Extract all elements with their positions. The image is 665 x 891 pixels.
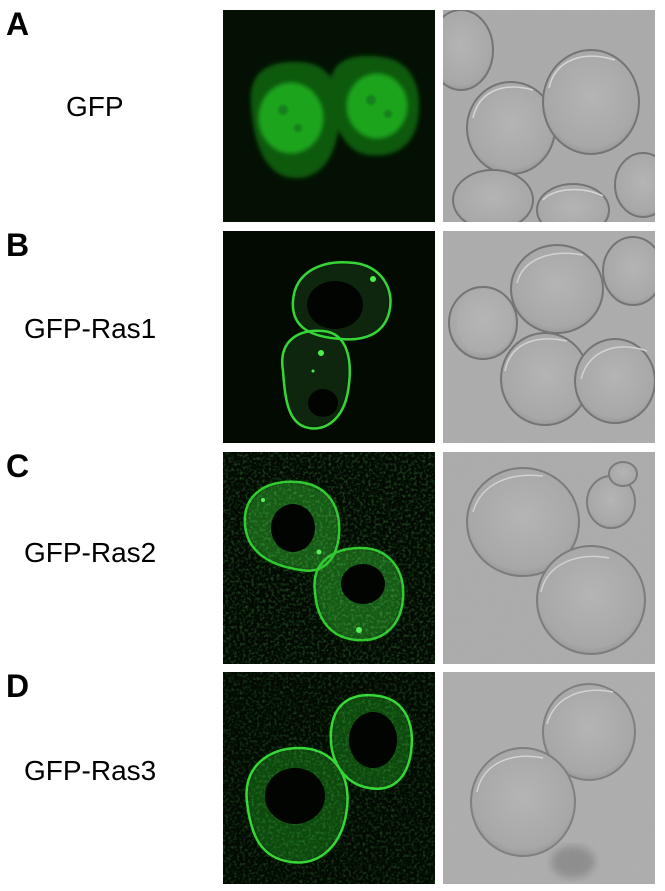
figure-row-b: B GFP-Ras1 (0, 229, 665, 443)
gfp-fluorescence-image (223, 231, 435, 443)
construct-label: GFP-Ras3 (24, 755, 157, 786)
panel-letter: A (6, 6, 30, 42)
dic-image (443, 231, 655, 443)
dic-image (443, 452, 655, 664)
panel-letter: C (6, 448, 30, 484)
construct-label: GFP-Ras2 (24, 537, 157, 568)
dic-image (443, 672, 655, 884)
gfp-fluorescence-image (223, 452, 435, 664)
figure-row-a: A GFP (0, 8, 665, 222)
figure-row-c: C GFP-Ras2 (0, 450, 665, 664)
panel-letter: B (6, 227, 30, 263)
construct-label: GFP-Ras1 (24, 313, 157, 344)
panel-letter: D (6, 668, 30, 704)
figure-row-d: D GFP-Ras3 (0, 670, 665, 884)
gfp-fluorescence-image (223, 672, 435, 884)
gfp-fluorescence-image (223, 10, 435, 222)
dic-image (443, 10, 655, 222)
construct-label: GFP (66, 91, 124, 122)
